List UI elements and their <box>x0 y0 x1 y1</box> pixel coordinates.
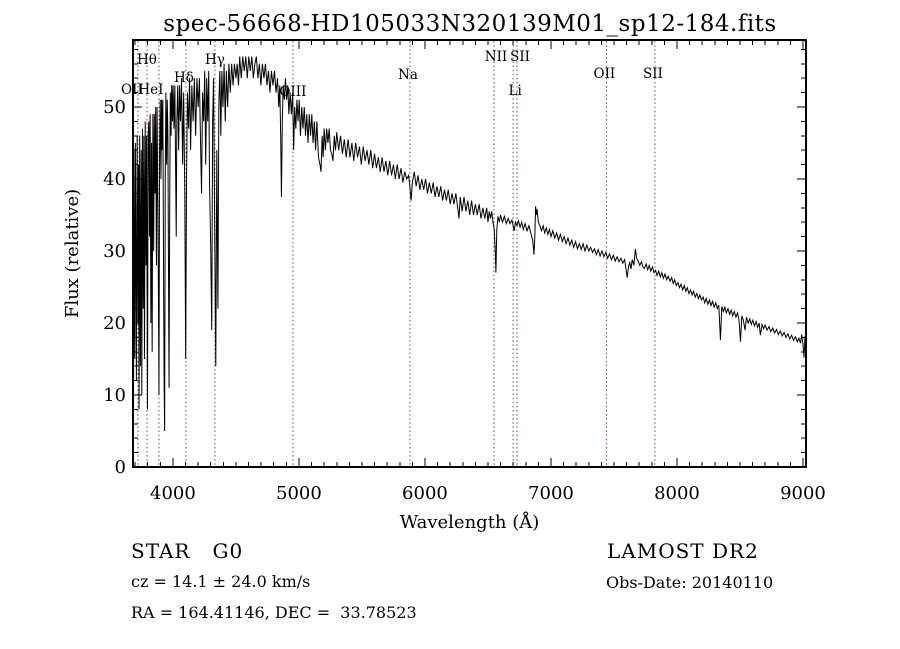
spectral-line-label: OII <box>594 66 616 82</box>
spectral-line-label: Li <box>509 83 523 99</box>
plot-title: spec-56668-HD105033N320139M01_sp12-184.f… <box>163 11 777 37</box>
y-tick-label: 40 <box>103 169 126 190</box>
y-tick-label: 0 <box>115 457 126 478</box>
plot-frame <box>132 39 807 468</box>
x-axis-title: Wavelength (Å) <box>400 511 540 533</box>
ra-dec-text: RA = 164.41146, DEC = 33.78523 <box>131 603 417 622</box>
spectral-line-label: OII <box>121 82 143 98</box>
y-axis-title: Flux (relative) <box>62 189 83 318</box>
spectral-line-label: HeI <box>138 82 163 98</box>
x-tick-label: 8000 <box>654 483 700 504</box>
spectrum-path <box>132 56 807 432</box>
object-class-text: STAR G0 <box>131 539 244 563</box>
cz-velocity-text: cz = 14.1 ± 24.0 km/s <box>131 572 311 591</box>
spectral-line-label: SII <box>510 49 530 65</box>
x-tick-label: 6000 <box>402 483 448 504</box>
y-tick-label: 50 <box>103 97 126 118</box>
y-tick-label: 10 <box>103 385 126 406</box>
x-tick-label: 5000 <box>276 483 322 504</box>
x-tick-label: 4000 <box>150 483 196 504</box>
x-tick-label: 9000 <box>780 483 826 504</box>
spectral-line-label: Hθ <box>137 52 157 68</box>
y-tick-label: 20 <box>103 313 126 334</box>
survey-release-text: LAMOST DR2 <box>607 539 759 563</box>
spectral-line-label: Na <box>398 67 418 83</box>
x-tick-label: 7000 <box>528 483 574 504</box>
spectral-line-label: NII <box>485 49 507 65</box>
obs-date-text: Obs-Date: 20140110 <box>606 573 774 592</box>
spectral-line-label: Hγ <box>205 52 225 68</box>
spectral-line-label: SII <box>643 66 663 82</box>
spectral-line-label: Hδ <box>174 70 194 86</box>
y-tick-label: 30 <box>103 241 126 262</box>
